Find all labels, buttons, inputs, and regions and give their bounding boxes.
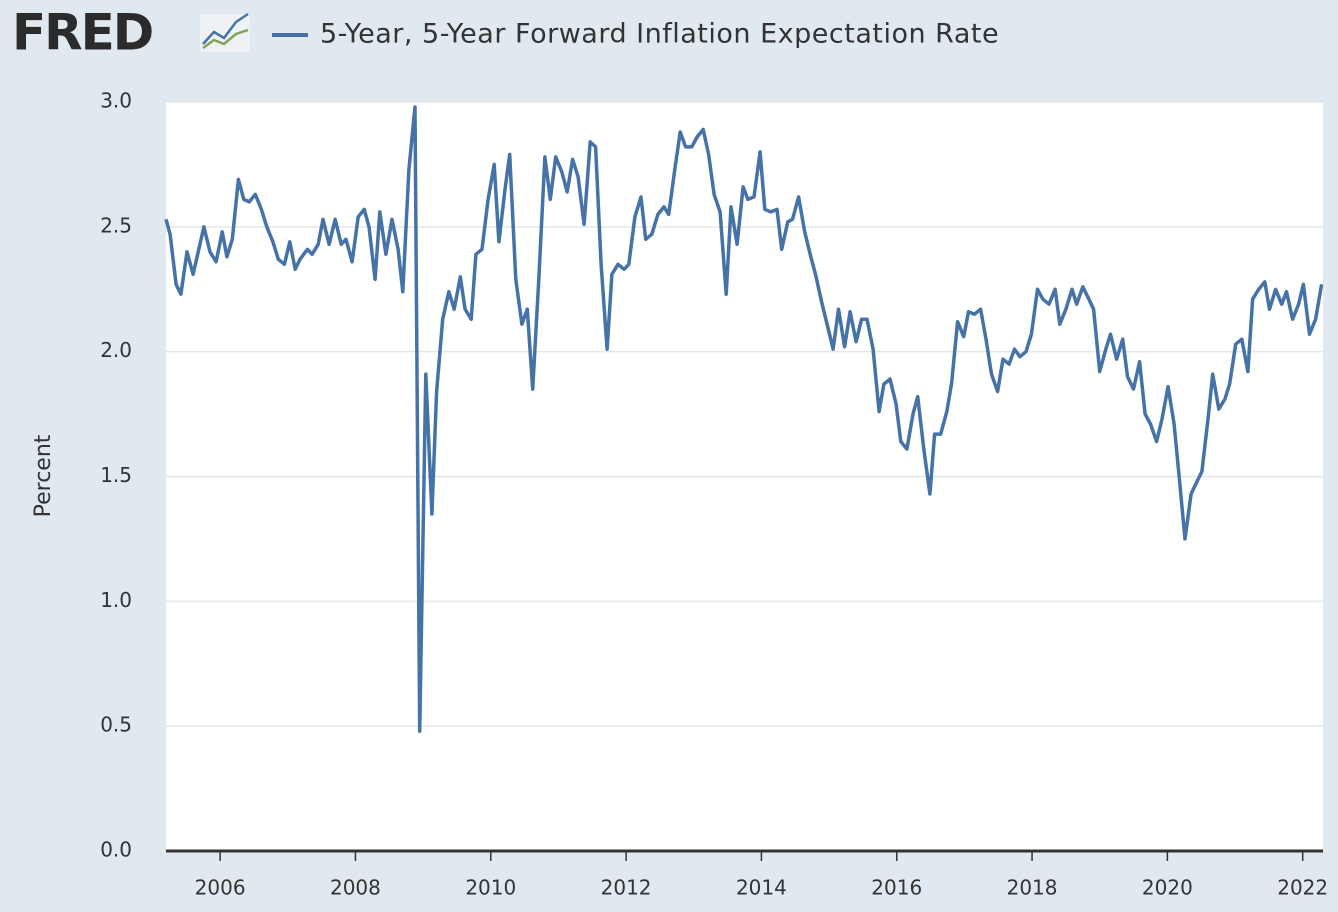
y-tick-label: 3.0: [100, 89, 132, 113]
x-tick-label: 2016: [871, 876, 922, 900]
logo-icon: [200, 12, 250, 52]
y-tick-label: 1.0: [100, 588, 132, 612]
x-tick-label: 2006: [195, 876, 246, 900]
x-tick-label: 2020: [1142, 876, 1193, 900]
legend-label: 5-Year, 5-Year Forward Inflation Expecta…: [320, 19, 999, 50]
y-tick-label: 0.0: [100, 838, 132, 862]
y-axis-label: Percent: [31, 434, 56, 517]
y-tick-label: 2.5: [100, 213, 132, 237]
y-tick-label: 1.5: [100, 463, 132, 487]
x-tick-label: 2012: [601, 876, 652, 900]
logo: FRED: [12, 4, 152, 62]
x-tick-label: 2014: [736, 876, 787, 900]
x-tick-label: 2022: [1277, 876, 1328, 900]
x-tick-label: 2008: [330, 876, 381, 900]
x-tick-label: 2010: [465, 876, 516, 900]
y-tick-label: 2.0: [100, 338, 132, 362]
data-line: [164, 105, 1324, 733]
y-tick-label: 0.5: [100, 713, 132, 737]
x-tick-label: 2018: [1007, 876, 1058, 900]
